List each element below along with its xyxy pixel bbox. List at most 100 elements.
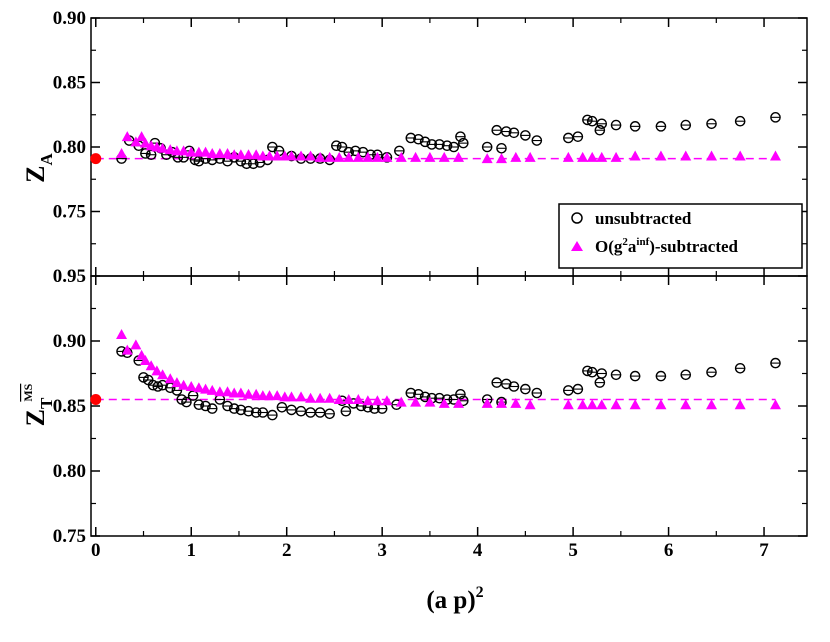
zt-subtracted-point <box>680 399 692 410</box>
zt-unsubtracted-point <box>257 407 269 418</box>
za-unsubtracted-point <box>331 140 342 152</box>
za-unsubtracted-point <box>405 132 417 144</box>
za-unsubtracted-point <box>770 112 781 123</box>
zt-unsubtracted-point <box>531 387 543 399</box>
zt-unsubtracted-point <box>405 387 417 399</box>
za-subtracted-point <box>481 153 493 164</box>
za-unsubtracted-point <box>496 142 507 154</box>
zt-subtracted-point <box>438 397 450 408</box>
za-subtracted-point <box>178 145 190 156</box>
zt-unsubtracted-point <box>508 381 520 392</box>
x-tick-label: 6 <box>664 540 674 561</box>
za-unsubtracted-point <box>582 114 593 126</box>
zt-unsubtracted-point <box>680 369 692 381</box>
za-unsubtracted-point <box>458 137 469 149</box>
za-unsubtracted-point <box>586 115 598 127</box>
zt-unsubtracted-point <box>267 409 278 421</box>
zt-y-tick-label: 0.95 <box>53 266 86 287</box>
zt-subtracted-point <box>145 360 157 371</box>
zt-y-tick-label: 0.90 <box>53 331 86 352</box>
za-axis-title: ZA <box>21 152 56 182</box>
za-unsubtracted-point <box>336 141 348 153</box>
x-tick-label: 3 <box>377 540 387 561</box>
zt-subtracted-point <box>381 395 393 406</box>
zt-subtracted-point <box>185 381 197 391</box>
za-subtracted-point <box>343 151 355 162</box>
za-subtracted-point <box>424 151 436 162</box>
za-subtracted-point <box>371 151 383 162</box>
zt-subtracted-point <box>410 396 422 407</box>
za-unsubtracted-point <box>441 140 453 152</box>
zt-unsubtracted-point <box>770 357 781 369</box>
za-subtracted-point <box>362 151 374 162</box>
za-subtracted-point <box>596 151 608 162</box>
zt-subtracted-point <box>524 399 536 410</box>
za-subtracted-point <box>285 150 297 161</box>
legend-box <box>558 203 803 269</box>
zt-unsubtracted-point <box>152 381 164 392</box>
za-subtracted-point <box>214 147 226 158</box>
x-tick-label: 2 <box>282 540 292 561</box>
x-tick-label: 4 <box>473 540 483 561</box>
za-subtracted-point <box>629 150 641 161</box>
za-subtracted-point <box>235 149 247 160</box>
zt-subtracted-point <box>510 397 522 408</box>
zt-subtracted-point <box>171 377 183 388</box>
zt-unsubtracted-point <box>629 370 641 382</box>
za-unsubtracted-point <box>448 141 460 153</box>
zt-subtracted-point <box>264 390 276 401</box>
zt-subtracted-point <box>424 396 436 407</box>
za-unsubtracted-point <box>413 133 424 145</box>
za-subtracted-point <box>250 149 262 160</box>
za-subtracted-point <box>185 146 197 157</box>
za-subtracted-point <box>136 131 148 142</box>
zt-subtracted-point <box>362 395 374 406</box>
za-subtracted-point <box>524 151 536 162</box>
zt-unsubtracted-point <box>243 405 254 417</box>
zt-unsubtracted-point <box>500 378 512 390</box>
za-subtracted-point <box>769 150 781 161</box>
zt-subtracted-point <box>139 355 151 365</box>
zt-unsubtracted-point <box>181 396 192 408</box>
za-subtracted-point <box>562 151 574 162</box>
za-y-tick-label: 0.75 <box>53 202 86 223</box>
zt-subtracted-point <box>481 397 493 408</box>
zt-subtracted-point <box>706 399 718 410</box>
za-subtracted-point <box>734 150 746 161</box>
za-y-tick-label: 0.90 <box>53 8 86 29</box>
legend-subtracted-marker <box>571 241 583 251</box>
za-subtracted-point <box>206 147 218 158</box>
zt-subtracted-point <box>314 392 326 403</box>
za-subtracted-point <box>324 151 336 162</box>
za-unsubtracted-point <box>610 119 622 131</box>
zt-unsubtracted-point <box>413 388 424 400</box>
zt-unsubtracted-point <box>455 388 466 400</box>
za-subtracted-point <box>438 151 450 162</box>
zt-unsubtracted-point <box>235 404 247 416</box>
zt-unsubtracted-point <box>157 379 168 391</box>
zt-subtracted-point <box>655 399 667 410</box>
za-subtracted-point <box>157 142 169 153</box>
za-subtracted-point <box>680 150 692 161</box>
za-unsubtracted-point <box>140 148 151 159</box>
za-unsubtracted-point <box>680 119 692 131</box>
legend-subtracted-label: O(g2ainf)-subtracted <box>595 236 739 256</box>
zt-unsubtracted-point <box>706 366 717 378</box>
zt-subtracted-point <box>586 399 598 410</box>
x-tick-label: 7 <box>759 540 769 561</box>
zt-subtracted-point <box>453 397 465 408</box>
za-subtracted-point <box>116 147 128 158</box>
zt-unsubtracted-point <box>655 370 667 382</box>
zt-subtracted-point <box>151 365 163 376</box>
zt-subtracted-point <box>116 329 128 339</box>
zt-extrapolated-point <box>90 394 102 405</box>
za-subtracted-point <box>243 149 255 160</box>
za-subtracted-point <box>496 153 508 164</box>
zt-subtracted-point <box>285 391 297 402</box>
zt-unsubtracted-point <box>222 400 233 412</box>
zt-unsubtracted-point <box>434 392 445 404</box>
zt-panel-frame <box>90 275 808 537</box>
zt-unsubtracted-point <box>324 408 335 420</box>
za-unsubtracted-point <box>572 131 584 142</box>
zt-y-tick-label: 0.85 <box>53 396 86 417</box>
